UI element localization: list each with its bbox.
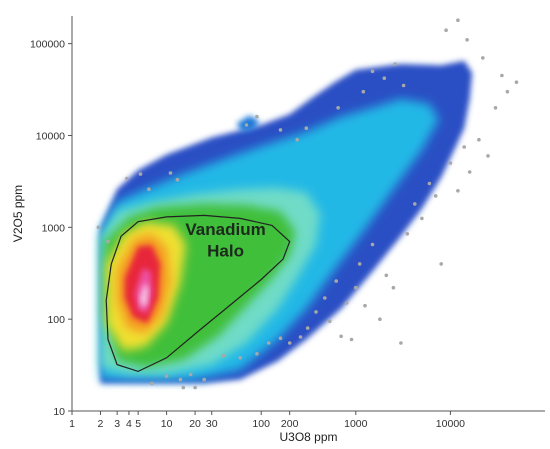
scatter-point	[427, 181, 432, 186]
y-tick-label: 1000	[42, 222, 66, 234]
scatter-point	[363, 303, 367, 308]
x-axis-label: U3O8 ppm	[279, 430, 337, 444]
y-tick-label: 100000	[30, 39, 65, 51]
scatter-point	[150, 381, 154, 386]
outlier-points	[96, 18, 519, 390]
scatter-point	[467, 170, 472, 174]
scatter-point	[295, 137, 300, 142]
scatter-point	[255, 114, 259, 119]
scatter-point	[175, 177, 180, 182]
scatter-point	[361, 89, 366, 94]
scatter-point	[181, 385, 186, 390]
scatter-point	[462, 145, 467, 149]
scatter-point	[106, 239, 110, 244]
scatter-point	[278, 128, 283, 132]
scatter-point	[514, 80, 519, 84]
x-tick-label: 200	[281, 418, 299, 430]
x-tick-label: 10	[161, 418, 173, 430]
scatter-point	[384, 273, 389, 278]
density-peak	[139, 282, 149, 308]
x-tick-label: 1	[69, 418, 75, 430]
scatter-point	[266, 341, 271, 345]
scatter-point	[456, 18, 460, 23]
vanadium-halo-outline	[105, 214, 291, 373]
scatter-point	[391, 285, 396, 290]
scatter-point	[327, 319, 332, 324]
scatter-point	[202, 377, 206, 382]
y-axis-ticks: 10 100 1000 10000 100000	[30, 39, 72, 418]
scatter-point	[298, 335, 303, 339]
scatter-point	[448, 161, 453, 165]
x-tick-label: 100	[252, 418, 270, 430]
scatter-point	[493, 106, 498, 110]
scatter-point	[393, 62, 397, 66]
scatter-point	[500, 73, 504, 78]
x-tick-label: 10000	[436, 418, 465, 430]
y-tick-label: 100	[47, 314, 65, 326]
scatter-point	[349, 337, 354, 342]
x-tick-label: 2	[98, 418, 104, 430]
scatter-point	[382, 76, 387, 80]
x-axis-ticks: 1 2 3 4 5 10 20 30 100 200 1000 10000	[69, 411, 465, 430]
x-tick-label: 20	[189, 418, 201, 430]
x-tick-label: 4	[126, 418, 132, 430]
scatter-point	[193, 385, 197, 390]
scatter-point	[278, 336, 283, 341]
scatter-point	[378, 317, 382, 322]
scatter-point	[405, 232, 410, 236]
scatter-point	[164, 374, 169, 378]
scatter-point	[399, 341, 403, 345]
scatter-point	[344, 301, 349, 305]
scatter-point	[168, 171, 173, 175]
x-tick-label: 30	[206, 418, 218, 430]
scatter-point	[255, 352, 259, 356]
scatter-point	[188, 372, 193, 377]
scatter-point	[401, 83, 406, 88]
scatter-point	[305, 326, 310, 330]
scatter-point	[304, 126, 309, 130]
scatter-point	[238, 356, 242, 360]
x-tick-label: 5	[135, 418, 141, 430]
halo-annotation-line-1: Vanadium	[185, 220, 265, 239]
scatter-point	[221, 353, 226, 358]
scatter-point	[357, 262, 362, 266]
scatter-point	[481, 56, 485, 60]
scatter-point	[125, 176, 129, 181]
scatter-point	[439, 262, 444, 266]
scatter-point	[370, 242, 375, 247]
density-cloud	[100, 60, 473, 384]
scatter-point	[178, 377, 183, 382]
scatter-point	[477, 137, 481, 142]
scatter-point	[336, 106, 340, 110]
scatter-point	[444, 28, 448, 32]
plot-frame	[71, 16, 545, 412]
scatter-point	[339, 334, 343, 339]
scatter-point	[505, 89, 510, 94]
scatter-point	[287, 341, 292, 345]
y-axis-label: V2O5 ppm	[11, 185, 25, 242]
scatter-point	[354, 285, 358, 290]
scatter-point	[96, 225, 101, 230]
scatter-point	[370, 69, 375, 74]
halo-annotation-line-2: Halo	[207, 242, 244, 261]
scatter-point	[147, 187, 151, 191]
scatter-point	[314, 310, 318, 314]
scatter-point	[456, 189, 460, 193]
y-tick-label: 10000	[36, 130, 65, 142]
scatter-point	[413, 202, 417, 206]
x-tick-label: 1000	[344, 418, 368, 430]
scatter-point	[486, 154, 490, 158]
scatter-point	[433, 194, 438, 198]
scatter-point	[323, 296, 327, 300]
scatter-point	[420, 216, 424, 221]
y-tick-label: 10	[53, 406, 65, 418]
scatter-point	[244, 123, 249, 127]
density-upper-island	[236, 115, 260, 132]
scatter-point	[138, 172, 143, 176]
scatter-point	[334, 279, 339, 283]
x-tick-label: 3	[114, 418, 120, 430]
scatter-point	[465, 38, 469, 42]
